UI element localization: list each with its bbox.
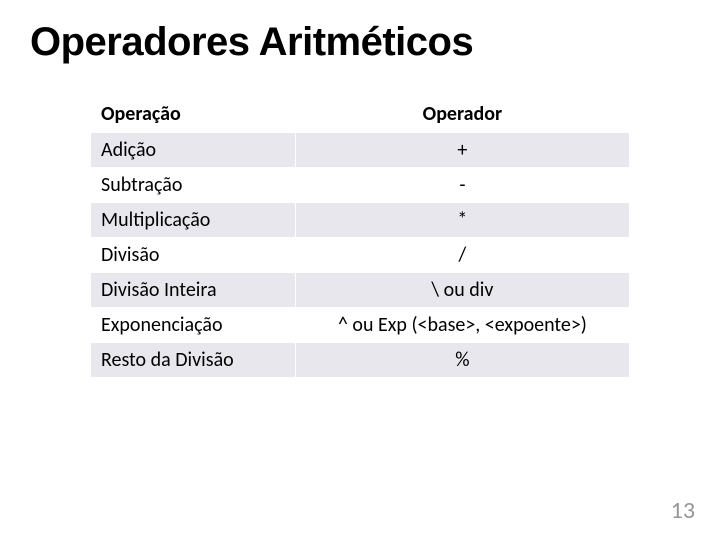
table-row: Divisão Inteira \ ou div xyxy=(91,273,630,308)
table-row: Subtração - xyxy=(91,168,630,203)
table-row: Adição + xyxy=(91,133,630,168)
page-number: 13 xyxy=(671,496,695,525)
cell-operation: Resto da Divisão xyxy=(91,343,296,378)
table-container: Operação Operador Adição + Subtração - M… xyxy=(0,75,720,378)
cell-operator: + xyxy=(295,133,629,168)
cell-operation: Subtração xyxy=(91,168,296,203)
table-row: Resto da Divisão % xyxy=(91,343,630,378)
cell-operator: * xyxy=(295,203,629,238)
cell-operator: / xyxy=(295,238,629,273)
cell-operator: \ ou div xyxy=(295,273,629,308)
table-header-row: Operação Operador xyxy=(91,96,630,133)
cell-operation: Exponenciação xyxy=(91,308,296,343)
cell-operation: Adição xyxy=(91,133,296,168)
page-title: Operadores Aritméticos xyxy=(0,0,720,75)
table-row: Exponenciação ^ ou Exp (<base>, <expoent… xyxy=(91,308,630,343)
cell-operator: % xyxy=(295,343,629,378)
cell-operator: - xyxy=(295,168,629,203)
table-row: Divisão / xyxy=(91,238,630,273)
cell-operation: Divisão xyxy=(91,238,296,273)
table-header-operator: Operador xyxy=(295,96,629,133)
cell-operation: Divisão Inteira xyxy=(91,273,296,308)
table-header-operation: Operação xyxy=(91,96,296,133)
operators-table: Operação Operador Adição + Subtração - M… xyxy=(90,95,630,378)
cell-operation: Multiplicação xyxy=(91,203,296,238)
cell-operator: ^ ou Exp (<base>, <expoente>) xyxy=(295,308,629,343)
table-row: Multiplicação * xyxy=(91,203,630,238)
